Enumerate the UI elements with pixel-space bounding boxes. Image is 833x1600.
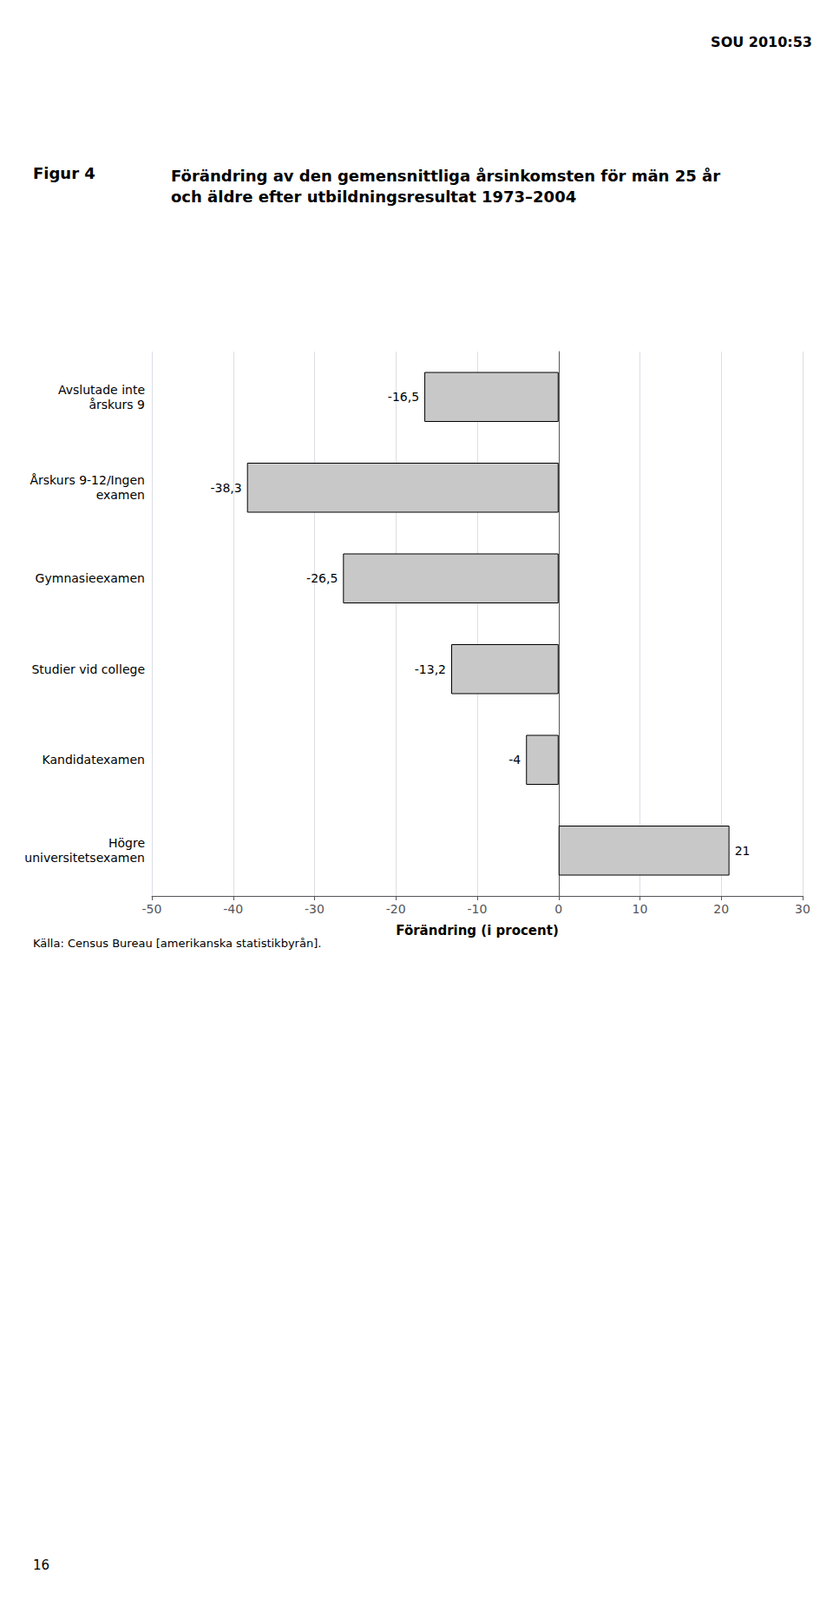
svg-text:och äldre efter utbildningsres: och äldre efter utbildningsresultat 1973… <box>170 187 577 206</box>
svg-text:Kandidatexamen: Kandidatexamen <box>42 752 145 767</box>
svg-text:-13,2: -13,2 <box>414 662 447 676</box>
svg-text:-26,5: -26,5 <box>306 570 338 585</box>
svg-text:-38,3: -38,3 <box>209 480 242 495</box>
svg-text:-20: -20 <box>386 901 407 916</box>
svg-text:Förändring av den gemensnittli: Förändring av den gemensnittliga årsinko… <box>170 166 721 185</box>
svg-text:21: 21 <box>734 843 751 858</box>
svg-text:-4: -4 <box>508 752 521 767</box>
svg-text:-10: -10 <box>467 901 488 916</box>
svg-text:16: 16 <box>32 1556 50 1573</box>
svg-text:SOU 2010:53: SOU 2010:53 <box>710 33 813 51</box>
svg-text:universitetsexamen: universitetsexamen <box>24 850 145 865</box>
svg-text:Källa: Census Bureau [amerikan: Källa: Census Bureau [amerikanska statis… <box>32 936 322 950</box>
svg-text:Årskurs 9-12/Ingen: Årskurs 9-12/Ingen <box>29 472 145 487</box>
svg-text:-30: -30 <box>304 901 325 916</box>
svg-text:Studier vid college: Studier vid college <box>31 662 145 676</box>
svg-text:-16,5: -16,5 <box>387 389 420 404</box>
svg-text:examen: examen <box>96 487 145 502</box>
svg-text:0: 0 <box>554 901 563 916</box>
svg-text:Gymnasieexamen: Gymnasieexamen <box>35 570 145 585</box>
svg-text:10: 10 <box>632 901 649 916</box>
svg-text:Figur 4: Figur 4 <box>32 163 96 183</box>
svg-text:-40: -40 <box>223 901 243 916</box>
svg-text:30: 30 <box>794 901 811 916</box>
svg-text:Avslutade inte: Avslutade inte <box>58 382 145 397</box>
svg-text:Förändring (i procent): Förändring (i procent) <box>395 922 559 938</box>
svg-text:Högre: Högre <box>108 835 145 850</box>
svg-text:-50: -50 <box>142 901 163 916</box>
svg-text:20: 20 <box>713 901 729 916</box>
svg-text:årskurs 9: årskurs 9 <box>88 397 145 412</box>
